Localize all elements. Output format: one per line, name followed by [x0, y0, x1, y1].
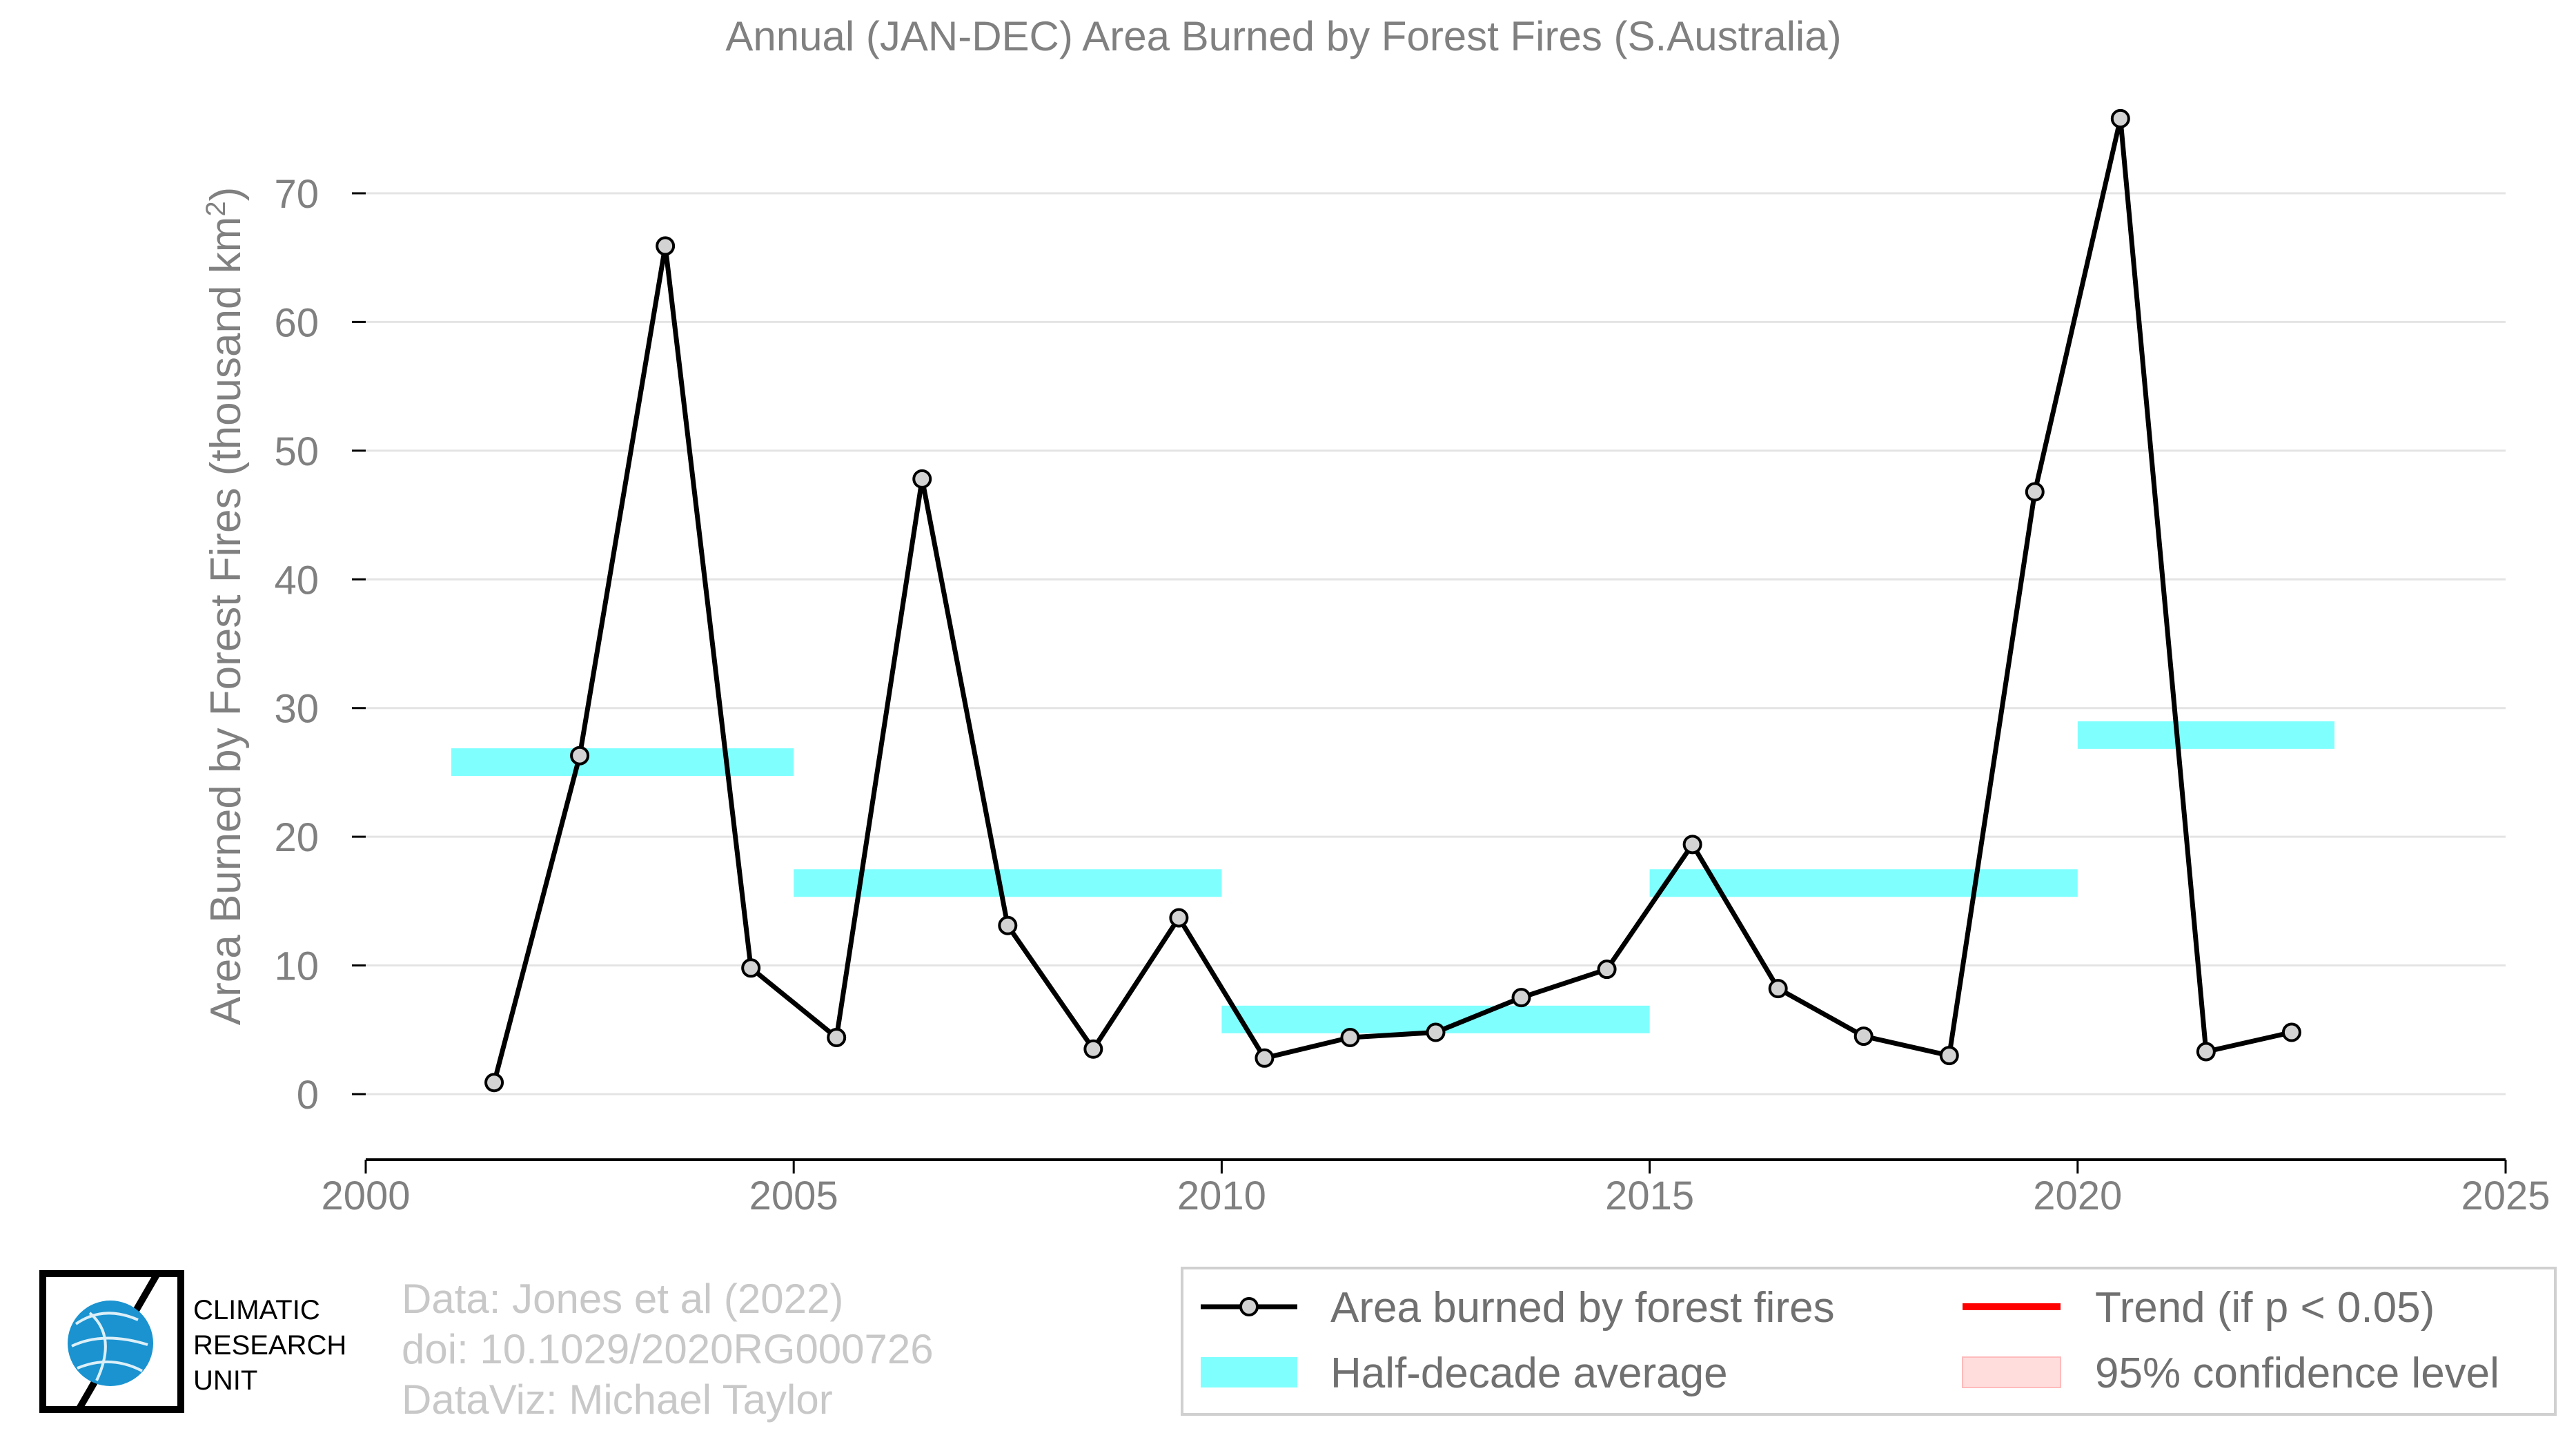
globe-swirl-icon [71, 1312, 148, 1381]
data-point-2011.5 [1340, 1027, 1360, 1047]
logo-text-line2: RESEARCH [193, 1330, 346, 1361]
data-point-2022.5 [2281, 1022, 2301, 1042]
data-point-2003.5 [656, 236, 676, 256]
data-point-2018.5 [1939, 1046, 1959, 1066]
data-point-2016.5 [1768, 979, 1788, 999]
x-tick-label-2025: 2025 [2461, 1174, 2550, 1218]
credit-dataviz: DataViz: Michael Taylor [402, 1376, 833, 1423]
y-axis-label: Area Burned by Forest Fires (thousand km… [201, 187, 250, 1026]
y-tick-label-50: 50 [274, 429, 319, 474]
legend-label-series: Area burned by forest fires [1330, 1284, 1835, 1332]
data-point-2004.5 [741, 958, 761, 978]
y-axis-label-close: ) [202, 187, 250, 202]
y-axis-ticks: 0 10 20 30 40 50 60 70 [274, 172, 366, 1118]
y-axis-label-superscript: 2 [201, 201, 231, 216]
y-tick-label-40: 40 [274, 558, 319, 603]
credit-doi: doi: 10.1029/2020RG000726 [402, 1326, 934, 1372]
legend-item-half-decade: Half-decade average [1201, 1350, 1728, 1397]
legend-item-series: Area burned by forest fires [1201, 1284, 1835, 1332]
data-point-2010.5 [1255, 1048, 1275, 1068]
series-markers [484, 108, 2301, 1093]
data-point-2009.5 [1169, 908, 1189, 928]
legend-box [1181, 1267, 2557, 1416]
legend-swatch-series-marker [1239, 1297, 1259, 1316]
x-tick-label-2000: 2000 [321, 1174, 410, 1218]
data-point-2012.5 [1426, 1022, 1446, 1042]
data-point-2013.5 [1511, 988, 1531, 1008]
data-point-2006.5 [912, 469, 932, 489]
x-tick-label-2010: 2010 [1177, 1174, 1266, 1218]
y-tick-label-60: 60 [274, 300, 319, 345]
chart-title: Annual (JAN-DEC) Area Burned by Forest F… [725, 13, 1841, 59]
legend-item-confidence: 95% confidence level [1962, 1350, 2499, 1397]
half-decade-band-4 [2077, 721, 2334, 749]
series-line-area-burned [491, 116, 2292, 1084]
y-tick-label-20: 20 [274, 815, 319, 860]
data-point-2001.5 [484, 1073, 504, 1093]
cru-logo: CLIMATIC RESEARCH UNIT [39, 1270, 346, 1413]
legend-label-confidence: 95% confidence level [2095, 1350, 2499, 1397]
logo-bracket-right [66, 1270, 184, 1413]
data-point-2020.5 [2110, 108, 2130, 128]
legend-item-trend: Trend (if p < 0.05) [1963, 1284, 2435, 1332]
legend-label-trend: Trend (if p < 0.05) [2095, 1284, 2435, 1332]
credit-data-source: Data: Jones et al (2022) [402, 1276, 843, 1322]
y-tick-label-0: 0 [297, 1073, 319, 1118]
data-point-2017.5 [1854, 1026, 1874, 1046]
x-tick-label-2015: 2015 [1605, 1174, 1694, 1218]
y-tick-label-70: 70 [274, 172, 319, 217]
data-point-2015.5 [1682, 835, 1702, 855]
logo-bracket-left [39, 1270, 157, 1413]
legend-swatch-confidence [1962, 1356, 2061, 1388]
legend-label-half-decade: Half-decade average [1330, 1350, 1728, 1397]
data-point-2005.5 [827, 1027, 847, 1047]
legend: Area burned by forest fires Trend (if p … [1181, 1267, 2557, 1416]
data-point-2019.5 [2025, 482, 2045, 502]
data-point-2021.5 [2196, 1042, 2216, 1062]
half-decade-average-bands [451, 721, 2334, 1033]
legend-swatch-half-decade [1201, 1357, 1297, 1387]
data-point-2008.5 [1083, 1039, 1103, 1059]
y-tick-label-10: 10 [274, 944, 319, 989]
y-axis-label-main: Area Burned by Forest Fires (thousand km [202, 217, 250, 1026]
data-point-2007.5 [998, 915, 1018, 935]
x-tick-label-2020: 2020 [2033, 1174, 2122, 1218]
x-tick-label-2005: 2005 [749, 1174, 838, 1218]
half-decade-band-1 [794, 869, 1222, 897]
logo-text-line1: CLIMATIC [193, 1295, 320, 1325]
data-point-2014.5 [1597, 960, 1617, 980]
logo-text-line3: UNIT [193, 1365, 257, 1396]
y-tick-label-30: 30 [274, 687, 319, 732]
x-axis-ticks: 2000 2005 2010 2015 2020 2025 [321, 1160, 2550, 1218]
data-point-2002.5 [570, 746, 590, 766]
half-decade-band-0 [451, 748, 794, 777]
